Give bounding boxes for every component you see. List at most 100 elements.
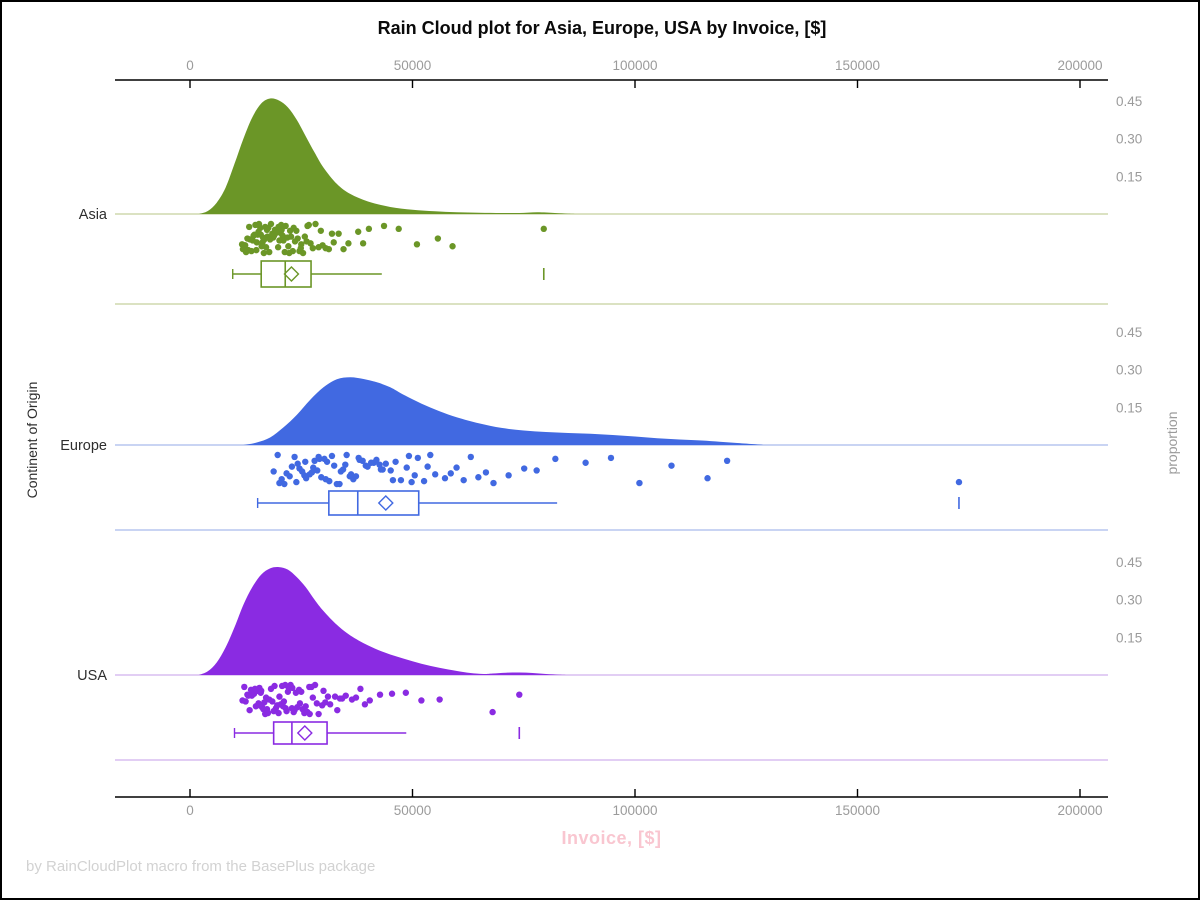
rain-point: [298, 688, 305, 695]
rain-point: [490, 479, 497, 487]
rain-point: [389, 476, 397, 484]
rain-point: [408, 478, 415, 486]
rain-point: [245, 692, 252, 699]
rain-point: [278, 226, 285, 234]
rain-point: [291, 238, 299, 245]
rain-point: [335, 230, 342, 237]
rain-point: [352, 473, 360, 480]
rain-point: [636, 479, 643, 487]
rain-point: [380, 222, 388, 230]
rain-point: [278, 221, 285, 229]
rain-points-europe: [270, 451, 963, 488]
rain-point: [270, 707, 277, 715]
rain-point: [302, 475, 310, 482]
proportion-tick-label: 0.30: [1116, 363, 1142, 378]
rain-point: [244, 235, 251, 242]
rain-point: [395, 225, 402, 233]
rain-point: [723, 457, 731, 465]
rain-point: [253, 239, 260, 246]
proportion-tick-label: 0.45: [1116, 555, 1142, 570]
rain-point: [427, 451, 434, 459]
x-axis-top-tick-label: 200000: [1057, 58, 1102, 73]
rain-point: [376, 461, 383, 468]
rain-point: [460, 476, 467, 484]
box-iqr: [272, 721, 328, 745]
rain-point: [449, 243, 456, 250]
x-axis-bottom-tick-label: 150000: [835, 803, 880, 818]
rain-point: [343, 451, 350, 459]
rain-point: [321, 455, 328, 463]
rain-point: [340, 245, 347, 253]
rain-point: [286, 227, 294, 234]
rain-point: [414, 454, 422, 462]
rain-point: [275, 709, 282, 717]
rain-points-usa: [239, 681, 523, 718]
rain-point: [304, 222, 311, 230]
rain-point: [307, 240, 314, 247]
rain-point: [298, 468, 306, 475]
rain-point: [540, 225, 547, 233]
rain-point: [258, 687, 265, 695]
rain-point: [278, 682, 286, 690]
rain-point: [266, 236, 274, 243]
rain-point: [276, 237, 283, 244]
rain-point: [251, 231, 258, 238]
rain-point: [347, 471, 355, 478]
rain-point: [282, 705, 289, 712]
x-axis-top: 0 50000 100000 150000 200000: [115, 58, 1108, 88]
rain-point: [294, 460, 301, 467]
figure-caption: by RainCloudPlot macro from the BasePlus…: [26, 858, 376, 875]
rain-point: [285, 243, 292, 250]
density-cloud-usa: [198, 566, 569, 675]
rain-point: [336, 695, 344, 702]
rain-point: [274, 244, 282, 251]
x-axis-top-tick-label: 0: [186, 58, 194, 73]
rain-point: [246, 706, 253, 714]
rain-point: [263, 226, 271, 234]
rain-point: [283, 470, 290, 477]
rain-point: [361, 701, 369, 708]
y-axis-title-left: Continent of Origin: [24, 381, 40, 499]
rain-point: [263, 705, 271, 713]
rain-point: [342, 692, 349, 699]
rain-point: [242, 248, 250, 256]
rain-point: [269, 698, 276, 705]
rain-point: [475, 474, 482, 481]
rain-point: [260, 249, 268, 257]
category-label-usa: USA: [77, 668, 107, 684]
rain-point: [704, 475, 711, 482]
rain-point: [255, 220, 263, 228]
rain-point: [248, 247, 255, 255]
rain-point: [251, 685, 259, 693]
rain-point: [331, 693, 339, 700]
category-label-asia: Asia: [79, 207, 108, 223]
rain-point: [320, 687, 327, 695]
rain-point: [317, 227, 325, 234]
rain-point: [281, 248, 288, 256]
proportion-tick-label: 0.15: [1116, 400, 1142, 415]
proportion-tick-label: 0.45: [1116, 325, 1142, 340]
rain-point: [431, 471, 439, 478]
rain-point: [313, 700, 321, 707]
rain-point: [376, 691, 384, 698]
rain-point: [505, 472, 512, 479]
rain-point: [453, 464, 460, 471]
panel-usa: USA 0.45 0.30 0.15: [77, 555, 1142, 761]
box-iqr: [328, 490, 420, 516]
rain-point: [365, 225, 373, 233]
mean-diamond: [296, 725, 313, 741]
rain-point: [326, 701, 334, 708]
rain-point: [405, 452, 413, 460]
rain-point: [582, 459, 589, 466]
rain-point: [270, 232, 278, 239]
rain-point: [482, 469, 490, 476]
x-axis-top-tick-label: 100000: [612, 58, 657, 73]
rain-point: [285, 684, 292, 692]
rain-point: [241, 242, 248, 249]
rain-point: [293, 478, 300, 486]
rain-point: [266, 248, 273, 256]
rain-point: [288, 463, 296, 470]
rain-point: [309, 694, 317, 701]
rain-point: [291, 706, 298, 714]
